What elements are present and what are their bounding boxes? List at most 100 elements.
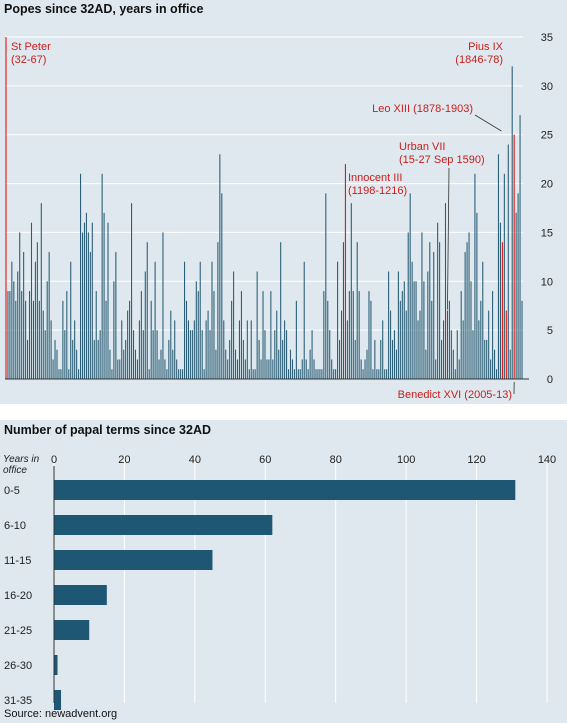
data-bar xyxy=(358,291,360,379)
data-bar xyxy=(250,320,252,379)
data-bar xyxy=(44,330,46,379)
data-bar xyxy=(54,515,273,535)
x-tick-label: 0 xyxy=(51,454,57,466)
annotation-label: St Peter xyxy=(11,41,51,53)
data-bar xyxy=(376,369,378,379)
data-bar xyxy=(62,300,64,379)
data-bar xyxy=(429,242,431,379)
data-bar xyxy=(236,359,239,379)
data-bar xyxy=(113,281,115,379)
data-bar xyxy=(235,349,237,379)
data-bar xyxy=(266,359,268,379)
data-bar xyxy=(7,291,9,379)
data-bar xyxy=(80,173,82,379)
data-bar xyxy=(287,369,290,379)
data-bar xyxy=(507,144,509,379)
data-bar xyxy=(342,242,345,379)
data-bar xyxy=(466,242,468,379)
data-bar xyxy=(372,369,374,379)
data-bar xyxy=(54,655,58,675)
data-bar xyxy=(293,369,295,379)
category-label: 21-25 xyxy=(4,625,32,637)
data-bar xyxy=(101,173,103,379)
annotation-label: (15-27 Sep 1590) xyxy=(399,154,485,166)
data-bar xyxy=(138,320,140,379)
data-bar xyxy=(150,300,152,379)
data-bar xyxy=(178,369,180,379)
data-bar xyxy=(291,359,293,379)
data-bar xyxy=(380,339,382,379)
data-bar xyxy=(492,291,494,379)
data-bar xyxy=(238,320,241,379)
data-bar xyxy=(46,281,48,379)
data-bar xyxy=(382,320,384,379)
data-bar xyxy=(289,349,292,379)
data-bar xyxy=(201,330,203,379)
data-bar xyxy=(66,291,68,379)
highlight-bar xyxy=(505,310,507,379)
data-bar xyxy=(368,291,370,379)
data-bar xyxy=(454,369,456,379)
data-bar xyxy=(350,203,352,379)
data-bar xyxy=(419,310,421,379)
data-bar xyxy=(142,330,144,379)
data-bar xyxy=(456,330,458,379)
data-bar xyxy=(30,222,33,379)
y-tick-label: 35 xyxy=(541,32,553,44)
data-bar xyxy=(32,300,34,379)
data-bar xyxy=(331,359,333,379)
data-bar xyxy=(354,339,356,379)
data-bar xyxy=(81,232,84,379)
data-bar xyxy=(89,251,91,379)
data-bar xyxy=(160,349,162,379)
data-bar xyxy=(393,330,396,379)
data-bar xyxy=(390,310,392,379)
data-bar xyxy=(148,369,150,379)
data-bar xyxy=(511,66,513,380)
data-bar xyxy=(248,369,250,379)
data-bar xyxy=(444,203,447,379)
data-bar xyxy=(517,193,519,379)
data-bar xyxy=(262,291,264,379)
data-bar xyxy=(54,480,516,500)
data-bar xyxy=(27,339,29,379)
data-bar xyxy=(254,369,256,379)
data-bar xyxy=(60,369,62,379)
x-tick-label: 120 xyxy=(467,454,485,466)
data-bar xyxy=(352,291,354,379)
data-bar xyxy=(170,310,172,379)
data-bar xyxy=(458,359,460,379)
annotation-label: (1846-78) xyxy=(455,54,503,66)
data-bar xyxy=(484,339,486,379)
data-bar xyxy=(40,203,42,379)
data-bar xyxy=(227,359,229,379)
data-bar xyxy=(364,359,366,379)
data-bar xyxy=(15,300,17,379)
annotation-label: Urban VII xyxy=(399,141,445,153)
data-bar xyxy=(270,291,272,379)
data-bar xyxy=(64,330,66,379)
data-bar xyxy=(286,330,288,379)
data-bar xyxy=(199,261,201,379)
data-bar xyxy=(172,349,174,379)
data-bar xyxy=(23,251,25,379)
data-bar xyxy=(195,281,197,379)
data-bar xyxy=(223,320,225,379)
data-bar xyxy=(486,339,488,379)
annotation-label: Innocent III xyxy=(348,172,402,184)
data-bar xyxy=(180,369,182,379)
data-bar xyxy=(305,359,307,379)
x-tick-label: 140 xyxy=(538,454,556,466)
data-bar xyxy=(335,369,337,379)
data-bar xyxy=(134,349,137,379)
data-bar xyxy=(348,291,350,379)
data-bar xyxy=(327,300,329,379)
data-bar xyxy=(388,271,390,379)
data-bar xyxy=(370,300,372,379)
data-bar xyxy=(421,232,423,379)
top-chart-panel: 0 5 10 15 20 25 30 35 St Peter (32-67) Innocent II… xyxy=(0,0,567,404)
data-bar xyxy=(374,339,376,379)
data-bar xyxy=(125,339,127,379)
data-bar xyxy=(362,369,364,379)
data-bar xyxy=(183,261,186,379)
